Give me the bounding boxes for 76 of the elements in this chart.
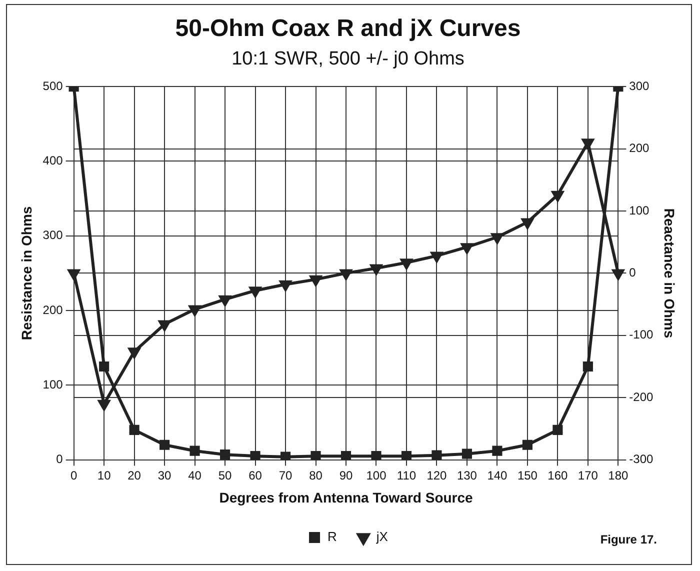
point xyxy=(99,361,110,372)
x-tick-label: 10 xyxy=(97,468,112,482)
point xyxy=(220,450,230,460)
y2-tick-label: 300 xyxy=(629,78,650,93)
x-tick-label: 110 xyxy=(396,468,416,482)
point xyxy=(370,264,382,275)
point xyxy=(250,451,260,460)
legend-label: R xyxy=(328,529,337,544)
y2-axis-title: Reactance in Ohms xyxy=(662,208,678,338)
point xyxy=(582,138,594,150)
legend-label: jX xyxy=(375,529,388,544)
x-tick-label: 160 xyxy=(548,468,568,482)
x-tick-label: 0 xyxy=(70,468,78,482)
x-tick-label: 40 xyxy=(188,468,202,482)
x-axis-title: Degrees from Antenna Toward Source xyxy=(219,489,474,506)
x-tick-label: 130 xyxy=(456,468,478,482)
point xyxy=(128,348,140,358)
point xyxy=(280,280,292,291)
point xyxy=(188,305,201,316)
x-tick-label: 100 xyxy=(366,468,387,482)
point xyxy=(340,269,352,280)
point xyxy=(68,269,80,280)
y2-tick-label: 100 xyxy=(629,203,650,218)
x-tick-label: 60 xyxy=(248,468,262,482)
point xyxy=(310,451,321,460)
y-tick-label: 100 xyxy=(42,377,64,392)
point xyxy=(552,190,564,202)
point xyxy=(400,258,412,270)
point xyxy=(371,451,382,460)
y-tick-label: 300 xyxy=(42,228,64,242)
point xyxy=(612,269,624,280)
point xyxy=(522,218,534,229)
y-tick-label: 0 xyxy=(56,452,64,466)
point xyxy=(430,252,443,262)
point xyxy=(249,286,262,298)
point xyxy=(160,440,170,450)
y-tick-label: 200 xyxy=(42,302,64,317)
point xyxy=(310,275,322,286)
x-tick-label: 140 xyxy=(487,468,508,482)
point xyxy=(582,361,593,372)
point xyxy=(552,424,563,435)
x-tick-label: 180 xyxy=(608,468,629,482)
y2-tick-label: -300 xyxy=(629,452,654,466)
x-tick-label: 80 xyxy=(309,468,323,482)
point xyxy=(98,400,110,410)
point xyxy=(522,440,532,450)
point xyxy=(461,243,473,254)
chart-subtitle: 10:1 SWR, 500 +/- j0 Ohms xyxy=(232,48,464,70)
y-axis-title: Resistance in Ohms xyxy=(18,206,34,340)
x-tick-label: 120 xyxy=(426,468,448,482)
y2-tick-label: 0 xyxy=(629,266,636,280)
point xyxy=(401,451,412,460)
y-tick-label: 500 xyxy=(42,78,64,93)
point xyxy=(129,424,140,435)
point xyxy=(462,448,472,459)
x-tick-label: 150 xyxy=(517,468,538,482)
caption: Figure 17. xyxy=(600,532,657,546)
x-tick-label: 170 xyxy=(578,468,598,482)
chart-title: 50-Ohm Coax R and jX Curves xyxy=(175,15,521,42)
point xyxy=(492,446,502,456)
x-tick-label: 30 xyxy=(158,468,172,482)
point xyxy=(340,451,352,460)
x-tick-label: 50 xyxy=(218,468,232,482)
x-tick-label: 90 xyxy=(339,468,353,482)
point xyxy=(158,320,170,331)
y2-tick-label: -200 xyxy=(629,390,654,404)
x-tick-label: 20 xyxy=(128,468,142,482)
y-tick-label: 400 xyxy=(42,154,64,168)
y2-tick-label: -100 xyxy=(629,328,654,342)
y2-tick-label: 200 xyxy=(629,141,650,156)
point xyxy=(432,450,442,460)
x-tick-label: 70 xyxy=(278,468,293,482)
point xyxy=(280,452,291,460)
point xyxy=(219,295,231,306)
point xyxy=(190,446,200,456)
point xyxy=(491,233,504,244)
